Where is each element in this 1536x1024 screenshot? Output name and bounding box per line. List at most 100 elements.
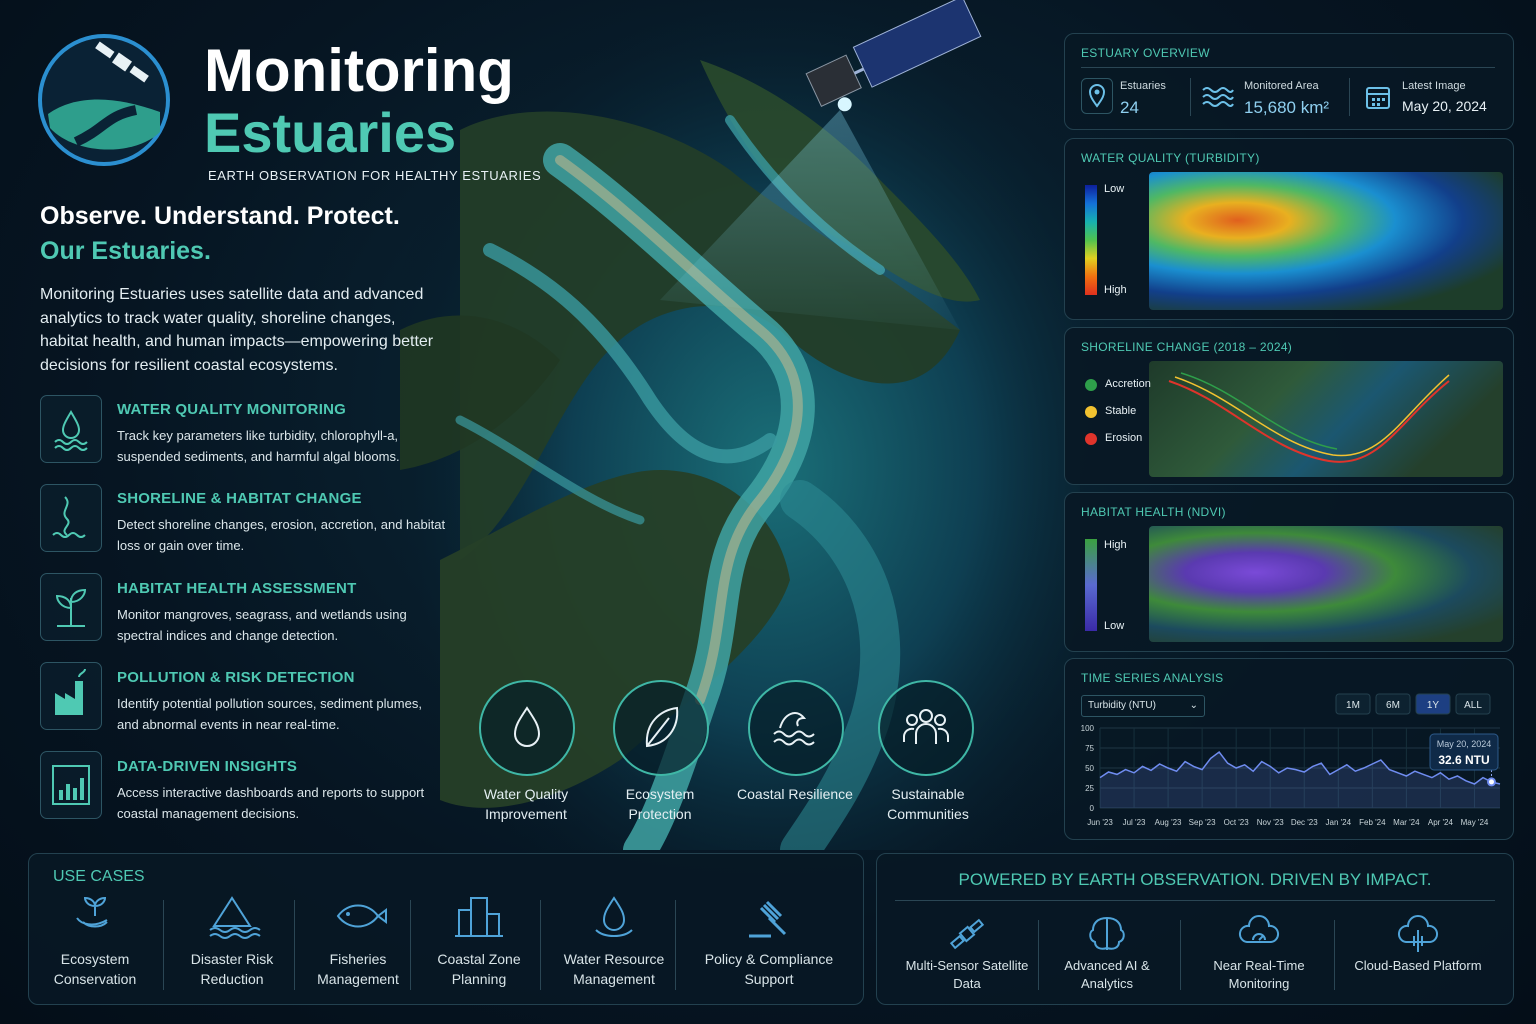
legend-high: High [1104,284,1127,296]
legend-label: Erosion [1105,432,1143,444]
benefit-icon [878,680,974,776]
color-scale [1085,539,1097,631]
water-quality-panel: WATER QUALITY (TURBIDITY) Low High [1064,138,1514,320]
stat-icon [1202,87,1234,107]
y-tick-label: 50 [1085,764,1094,773]
stat-value: 15,680 km² [1244,98,1330,117]
benefit-label: Water Quality Improvement [483,786,569,822]
feature-title: HABITAT HEALTH ASSESSMENT [117,580,357,597]
range-label: 1M [1346,700,1360,711]
stat-label: Latest Image [1402,80,1466,92]
color-scale [1085,185,1097,295]
powered-label: Advanced AI & Analytics [1064,958,1150,991]
benefit-icon [613,680,709,776]
use-case-label: Coastal Zone Planning [437,951,521,987]
x-tick-label: Jan '24 [1326,818,1352,827]
feature-text: Identify potential pollution sources, se… [117,696,422,732]
feature: WATER QUALITY MONITORING Track key parame… [117,401,447,467]
range-button[interactable] [1455,693,1491,715]
feature-text: Track key parameters like turbidity, chl… [117,428,400,464]
stat-value: May 20, 2024 [1402,98,1487,114]
data-line [1099,750,1501,785]
benefit-label: Ecosystem Protection [625,786,695,822]
feature-title: POLLUTION & RISK DETECTION [117,669,355,686]
panel-title: USE CASES [53,868,145,885]
highlight-point [1486,777,1496,787]
use-case-icon [209,896,261,939]
shoreline-panel: SHORELINE CHANGE (2018 – 2024) Accretion… [1064,327,1514,485]
x-tick-label: Aug '23 [1155,818,1182,827]
benefit-icon [479,680,575,776]
y-tick-label: 100 [1081,724,1095,733]
use-case-icon [76,896,108,928]
legend-low: Low [1104,183,1125,195]
x-tick-label: Feb '24 [1359,818,1386,827]
y-tick-label: 0 [1090,804,1095,813]
title-line2: Estuaries [204,101,457,164]
separator [410,900,411,990]
time-series-panel: TIME SERIES ANALYSIS Turbidity (NTU) ⌄ [1064,658,1514,840]
range-label: 6M [1386,700,1400,711]
powered-panel: POWERED BY EARTH OBSERVATION. DRIVEN BY … [876,853,1514,1005]
separator [1334,920,1335,990]
tooltip [1429,733,1499,771]
separator [675,900,676,990]
y-tick-label: 75 [1085,744,1094,753]
legend-high: High [1104,539,1127,551]
feature: SHORELINE & HABITAT CHANGE Detect shoreli… [117,490,447,556]
range-label: 1Y [1427,700,1440,711]
title-line1: Monitoring [204,37,514,104]
powered-label: Cloud-Based Platform [1354,958,1482,973]
stat-value: 24 [1120,98,1139,117]
overview-panel: ESTUARY OVERVIEW Estuaries 24 Monitored … [1064,33,1514,130]
legend-low: Low [1104,620,1125,632]
feature-text: Monitor mangroves, seagrass, and wetland… [117,607,407,643]
x-tick-label: Mar '24 [1393,818,1420,827]
stat-label: Estuaries [1120,80,1166,92]
x-tick-label: Nov '23 [1257,818,1284,827]
feature-icon [40,751,102,819]
feature: POLLUTION & RISK DETECTION Identify poten… [117,669,447,735]
x-tick-label: Apr '24 [1428,818,1454,827]
legend-label: Stable [1105,405,1137,417]
habitat-panel: HABITAT HEALTH (NDVI) High Low [1064,492,1514,652]
x-tick-label: Jun '23 [1087,818,1113,827]
panel-title: ESTUARY OVERVIEW [1081,46,1210,60]
powered-label: Near Real-Time Monitoring [1213,958,1305,991]
use-cases-panel: USE CASES Ecosystem Conservation Disaster… [28,853,864,1005]
range-label: ALL [1464,700,1482,711]
x-tick-label: Oct '23 [1224,818,1250,827]
x-tick-label: Dec '23 [1291,818,1318,827]
satellite [805,0,982,112]
powered-label: Multi-Sensor Satellite Data [905,958,1029,991]
stat-icon [1366,87,1390,109]
panel-title: TIME SERIES ANALYSIS [1081,671,1224,685]
benefit-label: Sustainable Communities [887,786,969,822]
headline-accent: Our Estuaries. [40,237,211,265]
stat-label: Monitored Area [1244,80,1319,92]
panel-title: POWERED BY EARTH OBSERVATION. DRIVEN BY … [958,870,1432,889]
feature-icon [40,395,102,463]
range-button[interactable] [1335,693,1371,715]
feature-icon [40,662,102,730]
subtitle: EARTH OBSERVATION FOR HEALTHY ESTUARIES [208,168,542,183]
panel-title: HABITAT HEALTH (NDVI) [1081,505,1226,519]
powered-icon [1397,915,1439,952]
benefit-label: Coastal Resilience [737,786,853,802]
range-button[interactable] [1415,693,1451,715]
stat-icon [1081,78,1113,114]
sensor-beam [660,110,960,330]
feature-text: Detect shoreline changes, erosion, accre… [117,517,446,553]
use-case-icon [749,900,787,938]
dropdown-label: Turbidity (NTU) [1088,700,1156,711]
panel-title: WATER QUALITY (TURBIDITY) [1081,151,1260,165]
legend-swatch [1085,379,1097,391]
range-button[interactable] [1375,693,1411,715]
intro-text: Monitoring Estuaries uses satellite data… [40,286,434,374]
use-case-label: Ecosystem Conservation [53,951,137,987]
headline: Observe. Understand. Protect. [40,202,400,230]
separator [1180,920,1181,990]
metric-dropdown[interactable]: Turbidity (NTU) ⌄ [1081,695,1205,717]
use-case-label: Disaster Risk Reduction [190,951,274,987]
